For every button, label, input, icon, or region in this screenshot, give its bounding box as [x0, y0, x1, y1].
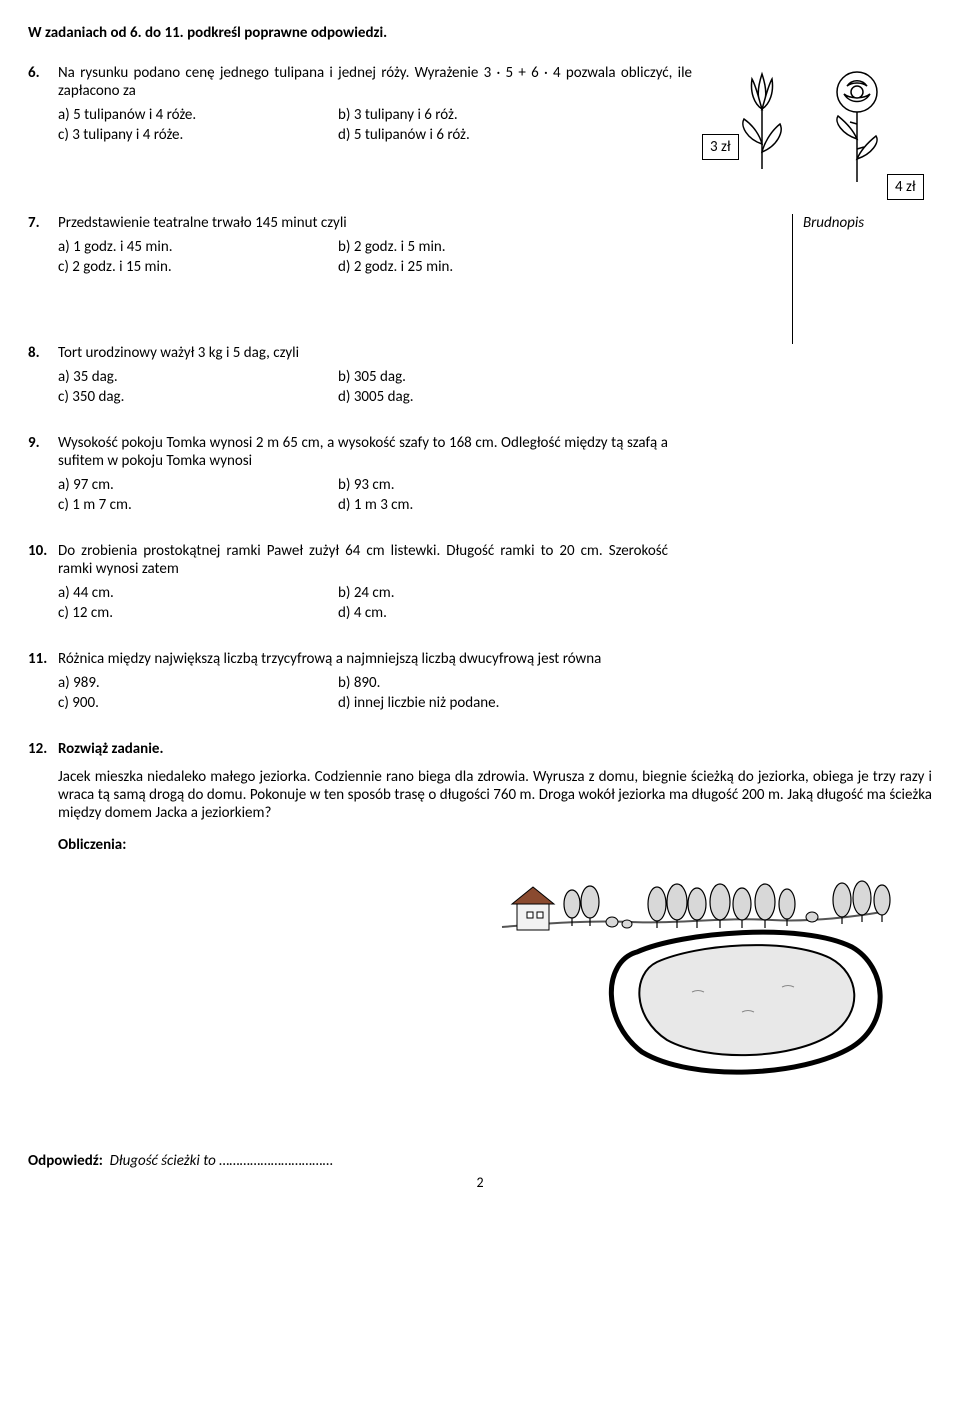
instruction-heading: W zadaniach od 6. do 11. podkreśl popraw…: [28, 24, 932, 42]
q11-opt-b: b) 890.: [338, 674, 668, 692]
q9-opt-b: b) 93 cm.: [338, 476, 668, 494]
question-8: 8. Tort urodzinowy ważył 3 kg i 5 dag, c…: [28, 344, 668, 406]
tulip-price-label: 3 zł: [702, 134, 739, 160]
q6-text: Na rysunku podano cenę jednego tulipana …: [58, 64, 692, 100]
q8-opt-d: d) 3005 dag.: [338, 388, 668, 406]
q8-opt-a: a) 35 dag.: [58, 368, 338, 386]
q12-title: Rozwiąż zadanie.: [58, 740, 163, 758]
q7-row: 7. Przedstawienie teatralne trwało 145 m…: [28, 214, 932, 344]
q12-number: 12.: [28, 740, 58, 758]
q10-opt-b: b) 24 cm.: [338, 584, 668, 602]
brudnopis-label: Brudnopis: [803, 214, 864, 232]
q9-options: a) 97 cm. b) 93 cm. c) 1 m 7 cm. d) 1 m …: [58, 476, 668, 514]
q12-obliczenia-label: Obliczenia:: [58, 836, 932, 854]
q11-opt-a: a) 989.: [58, 674, 338, 692]
page-number: 2: [28, 1174, 932, 1191]
q10-opt-a: a) 44 cm.: [58, 584, 338, 602]
q9-opt-c: c) 1 m 7 cm.: [58, 496, 338, 514]
worksheet-page: W zadaniach od 6. do 11. podkreśl popraw…: [0, 0, 960, 1211]
q7-text: Przedstawienie teatralne trwało 145 minu…: [58, 214, 347, 232]
q8-number: 8.: [28, 344, 58, 362]
q6-opt-a: a) 5 tulipanów i 4 róże.: [58, 106, 338, 124]
answer-line: Odpowiedź: Długość ścieżki to ……………………………: [28, 1152, 932, 1170]
q9-text: Wysokość pokoju Tomka wynosi 2 m 65 cm, …: [58, 434, 668, 470]
question-10: 10. Do zrobienia prostokątnej ramki Pawe…: [28, 542, 668, 622]
q6-opt-c: c) 3 tulipany i 4 róże.: [58, 126, 338, 144]
answer-text: Długość ścieżki to ……………………………: [110, 1152, 333, 1170]
q7-opt-b: b) 2 godz. i 5 min.: [338, 238, 772, 256]
brudnopis-column: Brudnopis: [792, 214, 932, 344]
flower-figure: 3 zł 4 zł: [702, 64, 932, 214]
lake-illustration-row: [28, 862, 932, 1092]
q9-opt-d: d) 1 m 3 cm.: [338, 496, 668, 514]
q11-opt-c: c) 900.: [58, 694, 338, 712]
q9-opt-a: a) 97 cm.: [58, 476, 338, 494]
q8-opt-c: c) 350 dag.: [58, 388, 338, 406]
answer-label: Odpowiedź:: [28, 1152, 103, 1170]
q8-opt-b: b) 305 dag.: [338, 368, 668, 386]
question-7: 7. Przedstawienie teatralne trwało 145 m…: [28, 214, 772, 276]
q7-opt-d: d) 2 godz. i 25 min.: [338, 258, 772, 276]
q11-text: Różnica między największą liczbą trzycyf…: [58, 650, 601, 668]
q10-text: Do zrobienia prostokątnej ramki Paweł zu…: [58, 542, 668, 578]
q10-opt-c: c) 12 cm.: [58, 604, 338, 622]
q6-opt-b: b) 3 tulipany i 6 róż.: [338, 106, 692, 124]
q11-options: a) 989. b) 890. c) 900. d) innej liczbie…: [58, 674, 668, 712]
q6-row: 6. Na rysunku podano cenę jednego tulipa…: [28, 64, 932, 214]
q11-number: 11.: [28, 650, 58, 668]
q10-number: 10.: [28, 542, 58, 560]
q7-opt-c: c) 2 godz. i 15 min.: [58, 258, 338, 276]
q6-options: a) 5 tulipanów i 4 róże. b) 3 tulipany i…: [58, 106, 692, 144]
q7-options: a) 1 godz. i 45 min. b) 2 godz. i 5 min.…: [58, 238, 772, 276]
rose-price-label: 4 zł: [887, 174, 924, 200]
question-12: 12. Rozwiąż zadanie. Jacek mieszka nieda…: [28, 740, 932, 1092]
q7-opt-a: a) 1 godz. i 45 min.: [58, 238, 338, 256]
q12-body: Jacek mieszka niedaleko małego jeziorka.…: [58, 768, 932, 822]
q6-number: 6.: [28, 64, 58, 82]
question-6: 6. Na rysunku podano cenę jednego tulipa…: [28, 64, 692, 144]
q8-text: Tort urodzinowy ważył 3 kg i 5 dag, czyl…: [58, 344, 299, 362]
q10-opt-d: d) 4 cm.: [338, 604, 668, 622]
question-9: 9. Wysokość pokoju Tomka wynosi 2 m 65 c…: [28, 434, 668, 514]
q9-number: 9.: [28, 434, 58, 452]
house-icon: [512, 887, 554, 930]
question-11: 11. Różnica między największą liczbą trz…: [28, 650, 668, 712]
q8-options: a) 35 dag. b) 305 dag. c) 350 dag. d) 30…: [58, 368, 668, 406]
q7-number: 7.: [28, 214, 58, 232]
q11-opt-d: d) innej liczbie niż podane.: [338, 694, 668, 712]
q10-options: a) 44 cm. b) 24 cm. c) 12 cm. d) 4 cm.: [58, 584, 668, 622]
q6-opt-d: d) 5 tulipanów i 6 róż.: [338, 126, 692, 144]
lake-illustration: [482, 862, 902, 1092]
